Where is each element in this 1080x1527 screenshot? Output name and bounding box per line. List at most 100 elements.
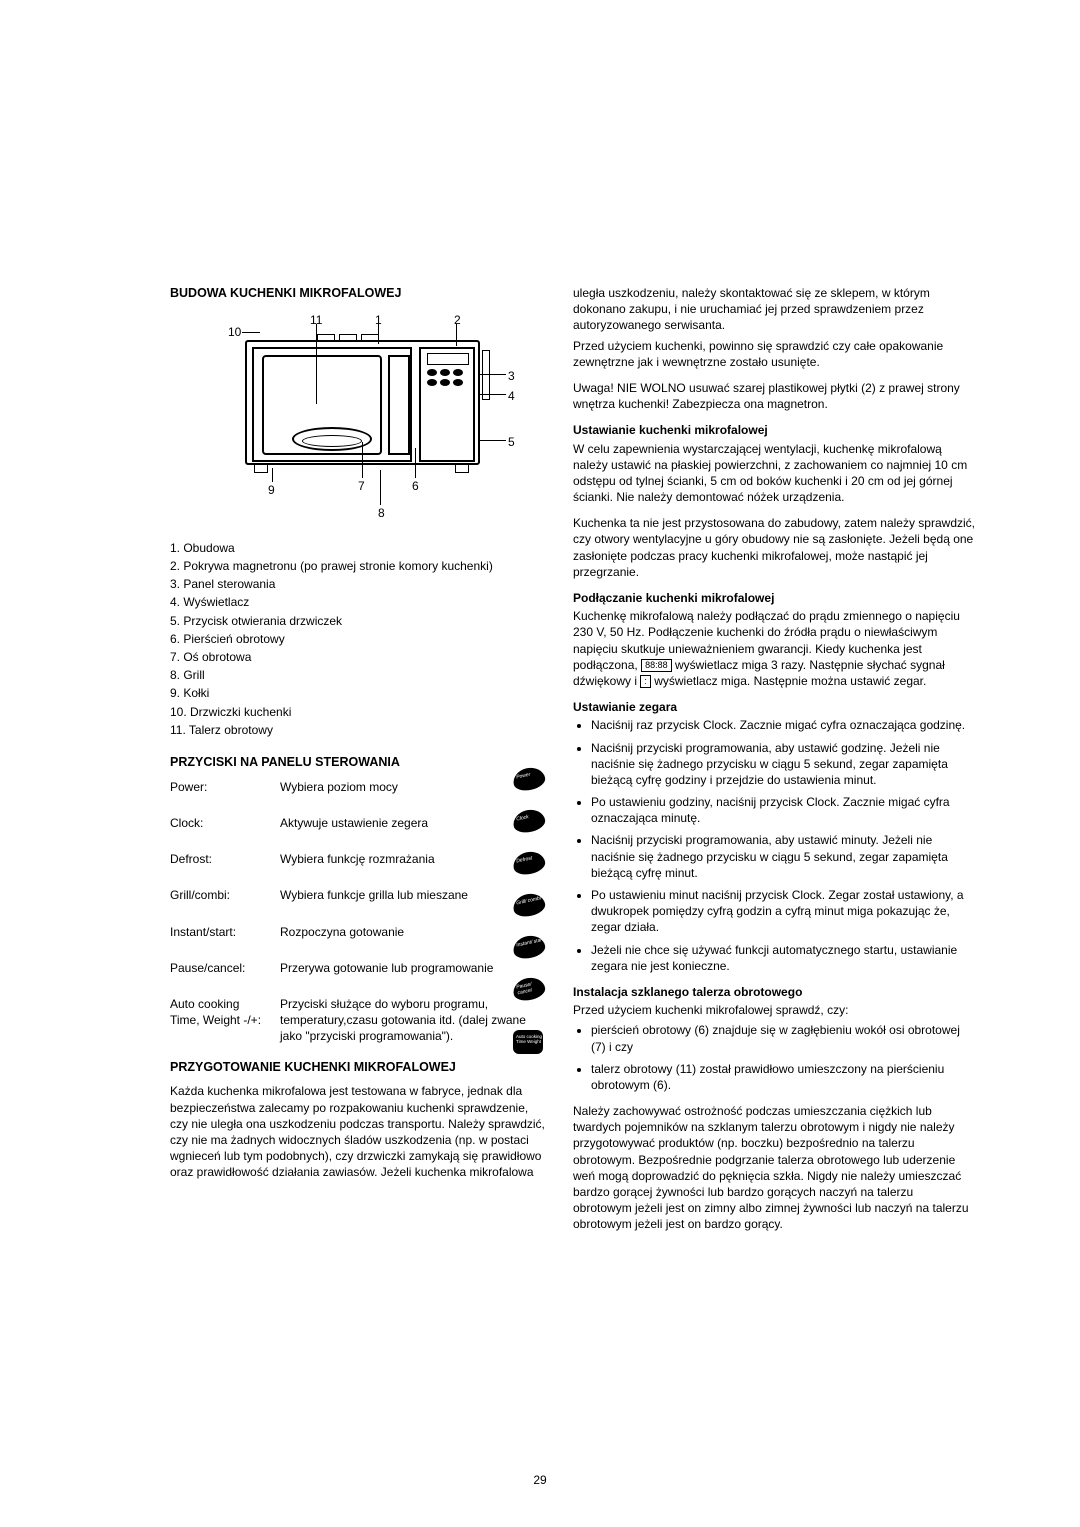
diagram-label-2: 2 — [454, 312, 461, 328]
control-desc: Aktywuje ustawienie zegera — [280, 815, 545, 831]
leader-line — [478, 440, 506, 441]
list-item: 9. Kołki — [170, 685, 545, 701]
dial-clock: Clock — [511, 807, 547, 835]
list-item: talerz obrotowy (11) został prawidłowo u… — [591, 1061, 975, 1093]
mw-vents — [317, 334, 379, 341]
mw-knob — [427, 369, 437, 376]
heading-connecting: Podłączanie kuchenki mikrofalowej — [573, 590, 975, 606]
dial-pause: Pause/ cancel — [511, 975, 547, 1003]
mw-display — [427, 353, 469, 365]
paragraph: Kuchenka ta nie jest przystosowana do za… — [573, 515, 975, 580]
mw-knobs — [427, 369, 469, 386]
leader-line — [380, 470, 381, 505]
clock-list: Naciśnij raz przycisk Clock. Zacznie mig… — [573, 717, 975, 974]
dial-label: Power — [516, 772, 531, 781]
page-number: 29 — [0, 1473, 1080, 1487]
diagram-label-5: 5 — [508, 434, 515, 450]
control-label: Grill/combi: — [170, 887, 280, 903]
control-label: Power: — [170, 779, 280, 795]
diagram-label-6: 6 — [412, 478, 419, 494]
control-row: Auto cooking Time, Weight -/+: Przyciski… — [170, 996, 545, 1045]
mw-vent — [339, 334, 357, 341]
dial-defrost: Defrost — [511, 849, 547, 877]
list-item: 8. Grill — [170, 667, 545, 683]
leader-line — [316, 324, 317, 404]
auto-label-2: Time, Weight -/+: — [170, 1012, 280, 1028]
display-icon: 88:88 — [641, 659, 672, 672]
dial-label: Pause/ cancel — [516, 979, 546, 997]
dial-label: Clock — [516, 814, 529, 822]
mw-knob — [427, 379, 437, 386]
dial-label: Grill/ combi — [516, 895, 542, 906]
paragraph: W celu zapewnienia wystarczającej wentyl… — [573, 441, 975, 506]
list-item: Naciśnij raz przycisk Clock. Zacznie mig… — [591, 717, 975, 733]
page: BUDOWA KUCHENKI MIKROFALOWEJ — [0, 0, 1080, 1527]
diagram-label-7: 7 — [358, 478, 365, 494]
mw-vent — [361, 334, 379, 341]
diagram-label-3: 3 — [508, 368, 515, 384]
leader-line — [242, 332, 260, 333]
control-desc: Przyciski służące do wyboru programu, te… — [280, 996, 545, 1045]
control-desc: Wybiera funkcje grilla lub mieszane — [280, 887, 545, 903]
paragraph: uległa uszkodzeniu, należy skontaktować … — [573, 285, 975, 334]
control-row: Power: Wybiera poziom mocy — [170, 779, 545, 795]
list-item: 1. Obudowa — [170, 540, 545, 556]
parts-list: 1. Obudowa 2. Pokrywa magnetronu (po pra… — [170, 540, 545, 738]
dial-power: Power — [511, 765, 547, 793]
leader-line — [478, 374, 506, 375]
paragraph: Przed użyciem kuchenki, powinno się spra… — [573, 338, 975, 370]
control-label: Clock: — [170, 815, 280, 831]
list-item: Naciśnij przyciski programowania, aby us… — [591, 740, 975, 789]
display-icon: : — [640, 675, 651, 688]
list-item: 6. Pierścień obrotowy — [170, 631, 545, 647]
dial-label: Defrost — [516, 855, 533, 864]
leader-line — [272, 468, 273, 482]
diagram-label-8: 8 — [378, 505, 385, 521]
btn-label: Auto cooking Time Weight — [516, 1035, 543, 1044]
control-desc: Przerywa gotowanie lub programowanie — [280, 960, 545, 976]
dial-label: Instant/ start — [516, 937, 544, 949]
leader-line — [415, 448, 416, 478]
control-label-auto: Auto cooking Time, Weight -/+: — [170, 996, 280, 1045]
heading-clock: Ustawianie zegara — [573, 699, 975, 715]
mw-ring — [302, 435, 362, 447]
mw-knob — [440, 379, 450, 386]
mw-foot — [254, 465, 268, 473]
heading-positioning: Ustawianie kuchenki mikrofalowej — [573, 422, 975, 438]
auto-label-1: Auto cooking — [170, 996, 280, 1012]
list-item: Naciśnij przyciski programowania, aby us… — [591, 832, 975, 881]
control-row: Pause/cancel: Przerywa gotowanie lub pro… — [170, 960, 545, 976]
button-auto: Auto cooking Time Weight — [513, 1030, 543, 1054]
diagram-label-10: 10 — [228, 324, 241, 340]
leader-line — [456, 324, 457, 346]
mw-door — [252, 347, 412, 462]
mw-knob — [440, 369, 450, 376]
control-row: Instant/start: Rozpoczyna gotowanie — [170, 924, 545, 940]
list-item: Po ustawieniu godziny, naciśnij przycisk… — [591, 794, 975, 826]
heading-structure: BUDOWA KUCHENKI MIKROFALOWEJ — [170, 285, 545, 302]
control-desc: Wybiera poziom mocy — [280, 779, 545, 795]
dial-grill: Grill/ combi — [511, 891, 547, 919]
heading-prep: PRZYGOTOWANIE KUCHENKI MIKROFALOWEJ — [170, 1059, 545, 1076]
list-item: Po ustawieniu minut naciśnij przycisk Cl… — [591, 887, 975, 936]
control-row: Grill/combi: Wybiera funkcje grilla lub … — [170, 887, 545, 903]
paragraph: Przed użyciem kuchenki mikrofalowej spra… — [573, 1002, 975, 1018]
diagram-label-9: 9 — [268, 482, 275, 498]
paragraph: Kuchenkę mikrofalową należy podłączać do… — [573, 608, 975, 689]
list-item: pierścień obrotowy (6) znajduje się w za… — [591, 1022, 975, 1054]
list-item: 2. Pokrywa magnetronu (po prawej stronie… — [170, 558, 545, 574]
mw-foot — [455, 465, 469, 473]
mw-handle — [388, 355, 410, 455]
leader-line — [362, 442, 363, 478]
control-row: Clock: Aktywuje ustawienie zegera — [170, 815, 545, 831]
list-item: 5. Przycisk otwierania drzwiczek — [170, 613, 545, 629]
list-item: 7. Oś obrotowa — [170, 649, 545, 665]
list-item: 3. Panel sterowania — [170, 576, 545, 592]
control-desc: Rozpoczyna gotowanie — [280, 924, 545, 940]
diagram-label-4: 4 — [508, 388, 515, 404]
list-item: Jeżeli nie chce się używać funkcji autom… — [591, 942, 975, 974]
heading-controls: PRZYCISKI NA PANELU STEROWANIA — [170, 754, 545, 771]
mw-window — [262, 355, 382, 455]
control-label: Defrost: — [170, 851, 280, 867]
list-item: 4. Wyświetlacz — [170, 594, 545, 610]
